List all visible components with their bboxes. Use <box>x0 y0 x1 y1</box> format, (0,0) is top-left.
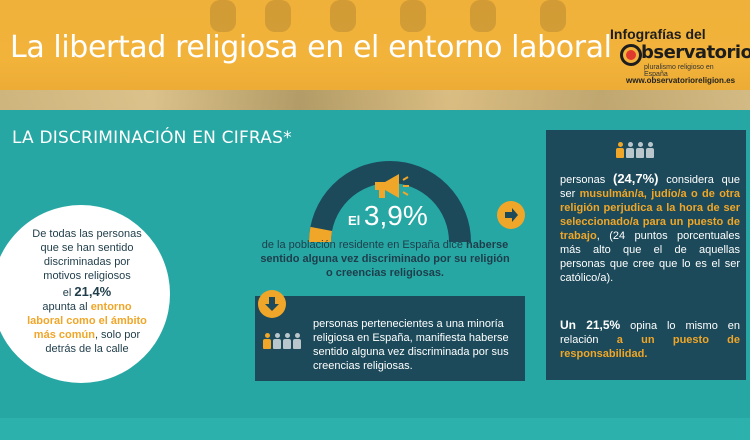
gauge-description: de la población residente en España dice… <box>260 239 510 279</box>
circle-pct: 21,4% <box>74 284 112 299</box>
people-icon <box>263 333 301 349</box>
circle-body: apunta al entorno laboral como el ámbito… <box>27 301 147 355</box>
header-photo-strip <box>0 90 750 110</box>
page-title: La libertad religiosa en el entorno labo… <box>10 30 612 65</box>
megaphone-icon <box>375 174 409 198</box>
minority-text: personas pertenecientes a una minoría re… <box>313 318 509 372</box>
background-figure <box>210 0 236 32</box>
stat-circle-21-4: De todas las personas que se han sentido… <box>0 205 170 383</box>
background-figure <box>330 0 356 32</box>
gauge-pct: 3,9% <box>363 200 428 231</box>
observatorio-logo[interactable]: Infografías del bservatoriodel pluralism… <box>586 22 750 92</box>
gauge-chart <box>309 161 471 243</box>
logo-top-text: Infografías del <box>610 26 706 42</box>
right-text: personas (24,7%) considera que ser musul… <box>560 171 740 285</box>
arrow-right-icon <box>497 201 525 229</box>
logo-subtitle: pluralismo religioso en España <box>644 64 714 78</box>
people-icon <box>616 142 654 158</box>
right-stat-box <box>546 130 746 380</box>
circle-highlight: entorno laboral como el ámbito más común <box>27 301 147 341</box>
background-figure <box>540 0 566 32</box>
gauge-value: El 3,9% <box>348 200 428 231</box>
circle-pct-line: el 21,4% <box>62 284 112 300</box>
gauge-track <box>309 161 471 243</box>
background-figure <box>265 0 291 32</box>
circle-intro: De todas las personas que se han sentido… <box>32 228 142 282</box>
arrow-down-icon <box>258 290 286 318</box>
background-figure <box>400 0 426 32</box>
right-text-2: Un 21,5% opina lo mismo en relación a un… <box>560 318 741 360</box>
logo-word: bservatoriodel <box>641 42 750 63</box>
minority-box <box>255 296 525 381</box>
logo-o-icon <box>620 44 642 66</box>
logo-url: www.observatorioreligion.es <box>626 76 736 85</box>
gauge-fill <box>309 226 333 243</box>
section-title: LA DISCRIMINACIÓN EN CIFRAS* <box>12 128 292 148</box>
background-figure <box>470 0 496 32</box>
header-banner: La libertad religiosa en el entorno labo… <box>0 0 750 110</box>
bottom-strip <box>0 418 750 440</box>
